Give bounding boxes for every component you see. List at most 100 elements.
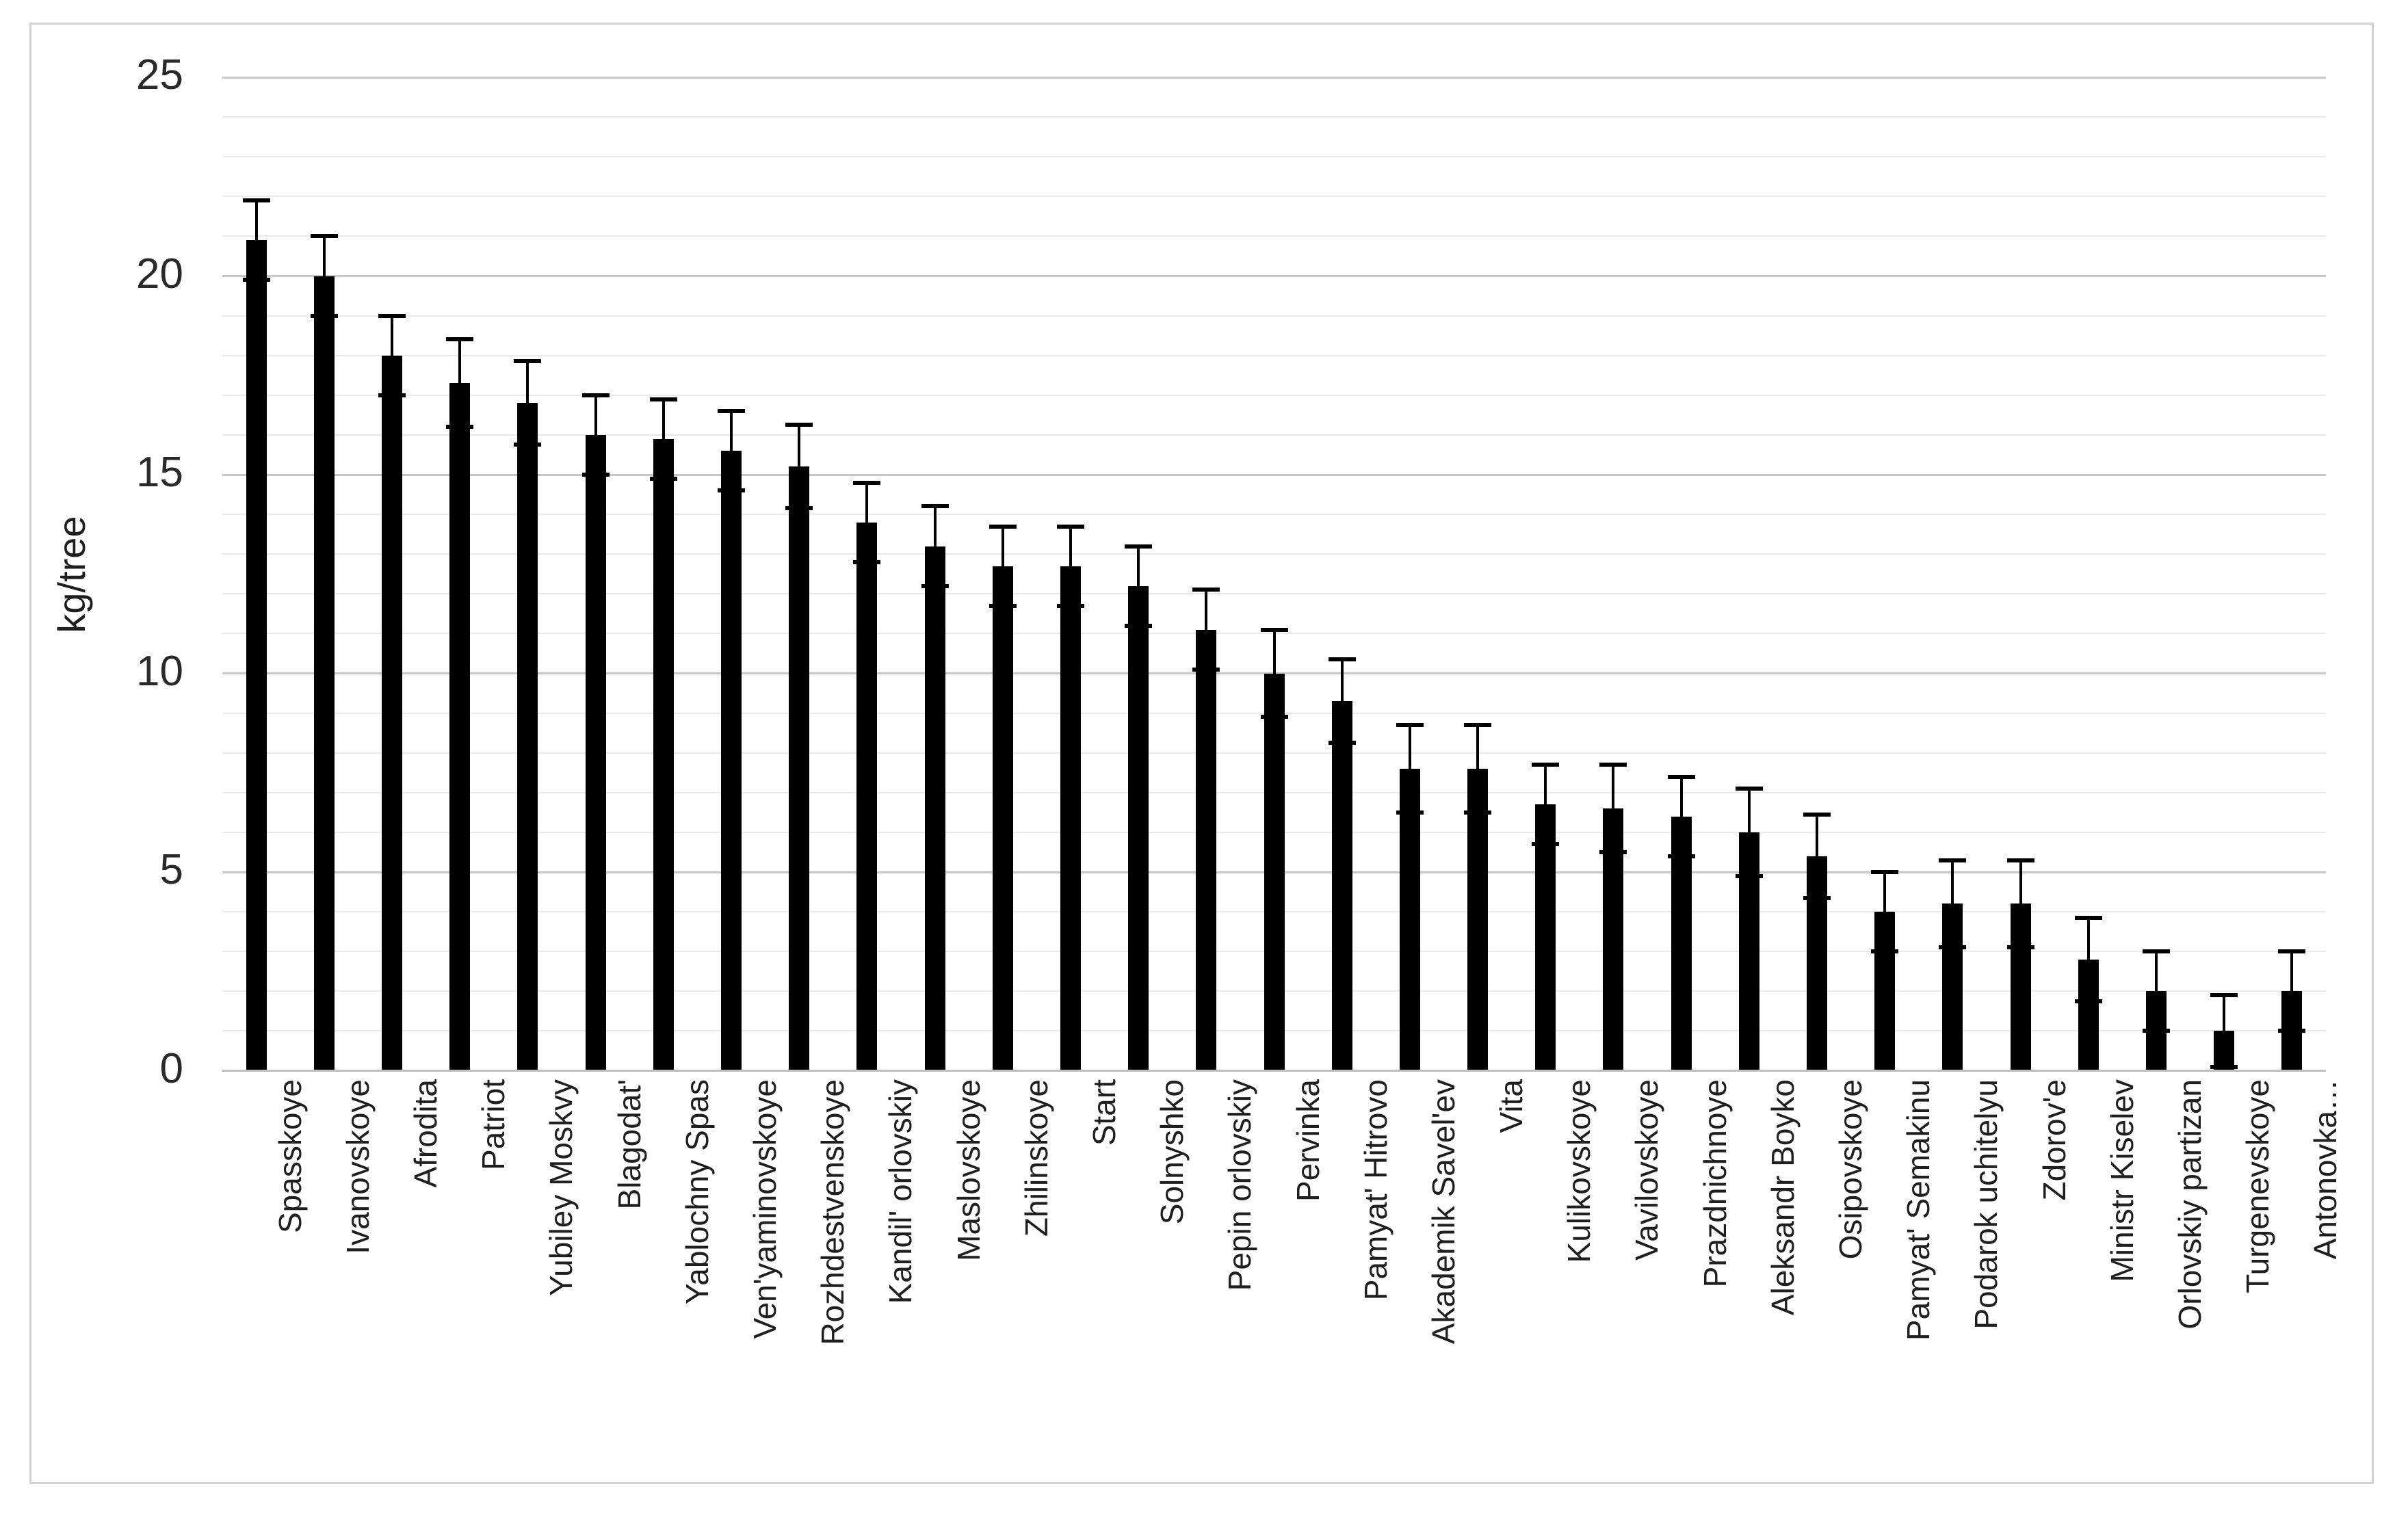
bar: [1060, 566, 1081, 1071]
error-bar-cap-top: [1803, 812, 1831, 817]
error-bar-whisker: [2223, 995, 2226, 1067]
minor-gridline: [222, 116, 2326, 118]
error-bar-cap-top: [2074, 915, 2102, 920]
error-bar-cap-top: [310, 234, 338, 239]
error-bar-cap-top: [2278, 949, 2306, 954]
x-category-label: Kulikovskoye: [1561, 1079, 1597, 1263]
minor-gridline: [222, 156, 2326, 158]
bar: [856, 522, 878, 1071]
bar: [1196, 629, 1217, 1071]
error-bar-cap-top: [514, 359, 542, 364]
x-category-label: Ministr Kiselev: [2104, 1079, 2140, 1282]
error-bar-cap-top: [649, 397, 677, 401]
major-gridline: [222, 275, 2326, 277]
x-category-label: Zdorov'e: [2036, 1079, 2072, 1201]
error-bar-cap-top: [1871, 870, 1899, 874]
x-category-label: Rozhdestvenskoye: [815, 1079, 851, 1345]
minor-gridline: [222, 593, 2326, 595]
x-category-label: Ven'yaminovskoye: [746, 1079, 783, 1339]
error-bar-whisker: [1747, 788, 1751, 876]
x-category-label: Zhilinskoye: [1018, 1079, 1054, 1237]
chart-frame: [29, 23, 2374, 1484]
y-tick-label: 10: [136, 647, 183, 695]
error-bar-cap-top: [921, 504, 949, 509]
minor-gridline: [222, 434, 2326, 436]
error-bar-cap-bottom: [378, 393, 406, 397]
x-category-label: Patriot: [475, 1079, 512, 1170]
bar: [1671, 816, 1692, 1071]
error-bar-whisker: [2155, 951, 2158, 1031]
bar: [1399, 768, 1420, 1071]
error-bar-cap-bottom: [2006, 945, 2034, 950]
error-bar-cap-bottom: [1056, 603, 1084, 608]
x-category-label: Yablochny Spas: [679, 1079, 715, 1305]
error-bar-whisker: [1001, 526, 1004, 606]
x-category-label: Aleksandr Boyko: [1764, 1079, 1801, 1316]
error-bar-cap-bottom: [1125, 623, 1153, 628]
bar: [1467, 768, 1489, 1071]
error-bar-cap-top: [1328, 657, 1356, 662]
error-bar-whisker: [458, 339, 462, 427]
y-tick-label: 25: [136, 51, 183, 98]
bar: [313, 276, 335, 1071]
major-gridline: [222, 473, 2326, 476]
x-category-label: Start: [1086, 1079, 1122, 1146]
error-bar-cap-top: [242, 198, 270, 203]
error-bar-whisker: [1679, 776, 1683, 856]
error-bar-whisker: [933, 506, 937, 586]
error-bar-cap-bottom: [1396, 810, 1424, 815]
bar: [517, 403, 538, 1071]
error-bar-whisker: [2290, 951, 2294, 1031]
error-bar-cap-top: [785, 423, 813, 427]
error-bar-cap-top: [2143, 949, 2171, 954]
x-category-label: Osipovskoye: [1833, 1079, 1869, 1260]
error-bar-whisker: [1883, 872, 1887, 952]
error-bar-cap-top: [1464, 723, 1492, 728]
minor-gridline: [222, 196, 2326, 198]
error-bar-cap-top: [378, 313, 406, 318]
error-bar-cap-bottom: [1464, 810, 1492, 815]
error-bar-cap-bottom: [2278, 1029, 2306, 1033]
error-bar-whisker: [2019, 860, 2022, 948]
x-category-label: Orlovskiy partizan: [2172, 1079, 2208, 1330]
error-bar-cap-top: [1667, 774, 1695, 779]
bar: [1128, 585, 1149, 1071]
error-bar-cap-top: [1396, 723, 1424, 728]
x-category-label: Spasskoye: [272, 1079, 308, 1234]
error-bar-whisker: [254, 200, 258, 280]
error-bar-whisker: [390, 315, 393, 395]
y-tick-label: 20: [136, 250, 183, 298]
error-bar-whisker: [526, 361, 529, 445]
error-bar-cap-bottom: [921, 583, 949, 588]
error-bar-whisker: [865, 482, 869, 562]
minor-gridline: [222, 514, 2326, 516]
error-bar-cap-bottom: [1599, 849, 1627, 854]
bar: [449, 383, 471, 1071]
error-bar-cap-bottom: [1803, 895, 1831, 900]
error-bar-cap-top: [1192, 588, 1220, 592]
error-bar-cap-top: [1939, 858, 1967, 862]
error-bar-cap-top: [581, 393, 610, 397]
error-bar-cap-top: [1056, 524, 1084, 529]
minor-gridline: [222, 553, 2326, 555]
error-bar-cap-bottom: [446, 425, 474, 430]
error-bar-cap-bottom: [989, 603, 1017, 608]
error-bar-cap-top: [853, 480, 881, 485]
error-bar-whisker: [1340, 659, 1344, 743]
error-bar-cap-bottom: [853, 559, 881, 564]
error-bar-cap-bottom: [1735, 873, 1763, 878]
x-category-label: Kandil' orlovskiy: [882, 1079, 919, 1304]
error-bar-cap-top: [1599, 763, 1627, 767]
x-category-label: Pamyat' Hitrovo: [1357, 1079, 1393, 1301]
x-category-label: Pamyat' Semakinu: [1900, 1079, 1937, 1341]
x-category-label: Antonovka…: [2307, 1079, 2344, 1260]
error-bar-whisker: [1069, 526, 1072, 606]
error-bar-cap-bottom: [2210, 1064, 2238, 1069]
bar: [1331, 701, 1352, 1071]
bar: [1264, 673, 1285, 1071]
error-bar-whisker: [729, 411, 733, 491]
error-bar-whisker: [1816, 814, 1819, 898]
error-bar-cap-bottom: [1532, 842, 1560, 847]
error-bar-whisker: [1205, 590, 1208, 670]
